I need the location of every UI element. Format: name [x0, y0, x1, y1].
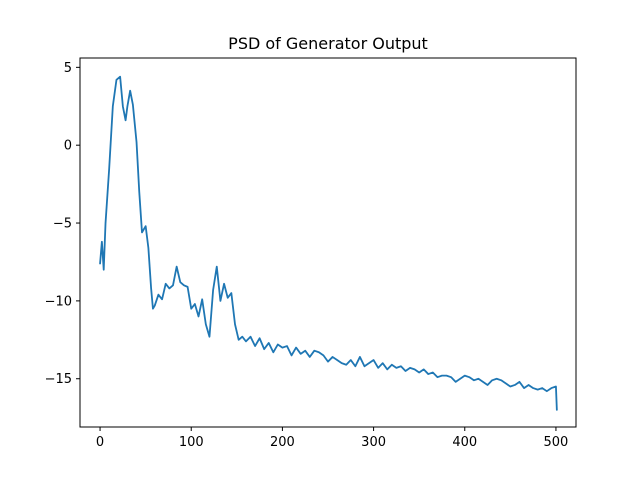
y-tick-label: 5: [64, 61, 72, 76]
psd-series-line: [99, 75, 558, 411]
plot-frame: [79, 57, 577, 428]
x-tick-label: 400: [452, 435, 477, 450]
chart-title: PSD of Generator Output: [228, 34, 428, 53]
y-tick-label: −15: [45, 372, 72, 387]
y-tick-label: −10: [45, 294, 72, 309]
x-tick-label: 0: [96, 435, 104, 450]
y-tick-label: −5: [53, 217, 72, 232]
x-tick-label: 500: [544, 435, 569, 450]
x-tick-label: 100: [179, 435, 204, 450]
x-axis: 0 100 200 300 400 500: [96, 427, 568, 450]
x-tick-label: 300: [361, 435, 386, 450]
y-axis: 5 0 −5 −10 −15: [45, 61, 80, 387]
y-tick-label: 0: [64, 139, 72, 154]
x-tick-label: 200: [270, 435, 295, 450]
